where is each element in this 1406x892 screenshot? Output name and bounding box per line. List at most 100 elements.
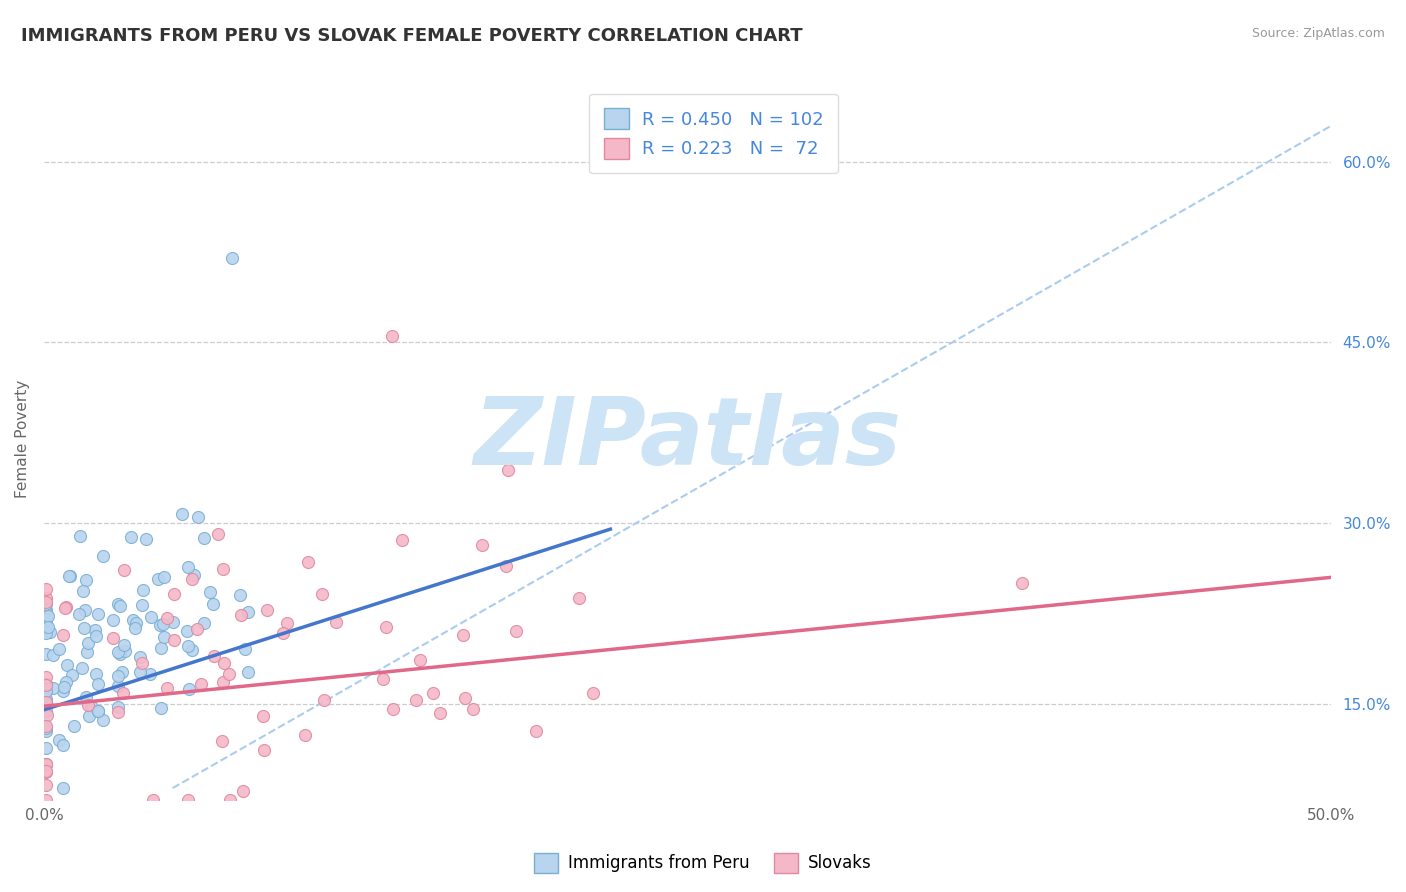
Point [84, 629, 107, 643]
Point [212, 674, 235, 689]
Point [463, 701, 485, 715]
Point [177, 793, 200, 807]
Point [55, 674, 77, 689]
Point [87, 704, 110, 718]
Point [581, 686, 603, 700]
Point [375, 620, 398, 634]
Point [35, 758, 58, 772]
Point [101, 631, 124, 645]
Point [35, 678, 58, 692]
Point [505, 624, 527, 638]
Point [42, 681, 65, 695]
Point [181, 572, 204, 586]
Point [132, 582, 155, 597]
Point [52, 738, 75, 752]
Point [35, 740, 58, 755]
Legend: R = 0.450   N = 102, R = 0.223   N =  72: R = 0.450 N = 102, R = 0.223 N = 72 [589, 94, 838, 173]
Point [62, 719, 84, 733]
Point [55, 600, 77, 615]
Point [273, 626, 295, 640]
Point [42, 648, 65, 663]
Point [35, 617, 58, 632]
Point [107, 645, 129, 659]
Point [52, 680, 75, 694]
Point [177, 639, 200, 653]
Point [380, 329, 402, 343]
Point [163, 587, 186, 601]
Point [128, 649, 150, 664]
Point [91, 713, 114, 727]
Point [495, 559, 517, 574]
Point [69, 529, 91, 543]
Point [524, 723, 547, 738]
Point [84, 623, 107, 637]
Point [187, 510, 209, 524]
Point [236, 665, 259, 679]
Point [233, 641, 256, 656]
Point [35, 582, 58, 596]
Point [101, 613, 124, 627]
Point [72, 584, 94, 599]
Point [297, 555, 319, 569]
Point [60, 668, 83, 682]
Point [451, 628, 474, 642]
Point [75, 603, 97, 617]
Point [172, 507, 194, 521]
Point [35, 707, 58, 722]
Point [35, 764, 58, 779]
Point [35, 597, 58, 611]
Point [77, 636, 100, 650]
Point [35, 694, 58, 708]
Point [252, 709, 274, 723]
Point [35, 625, 58, 640]
Point [454, 690, 477, 705]
Point [35, 719, 58, 733]
Point [75, 690, 97, 704]
Point [76, 644, 98, 658]
Point [149, 641, 172, 656]
Point [107, 699, 129, 714]
Point [35, 692, 58, 706]
Point [311, 587, 333, 601]
Point [91, 549, 114, 563]
Point [110, 599, 132, 613]
Point [152, 569, 174, 583]
Text: IMMIGRANTS FROM PERU VS SLOVAK FEMALE POVERTY CORRELATION CHART: IMMIGRANTS FROM PERU VS SLOVAK FEMALE PO… [21, 27, 803, 45]
Point [75, 573, 97, 587]
Point [128, 665, 150, 680]
Point [212, 656, 235, 670]
Point [163, 632, 186, 647]
Point [429, 706, 451, 720]
Point [48, 642, 70, 657]
Point [35, 721, 58, 735]
Point [112, 563, 135, 577]
Point [202, 648, 225, 663]
Point [125, 616, 148, 631]
Point [496, 463, 519, 477]
Point [76, 698, 98, 712]
Point [156, 681, 179, 695]
Point [373, 672, 395, 686]
Point [177, 559, 200, 574]
Point [193, 531, 215, 545]
Point [232, 784, 254, 798]
Point [229, 608, 252, 623]
Point [294, 728, 316, 742]
Point [67, 607, 90, 621]
Point [135, 533, 157, 547]
Point [190, 677, 212, 691]
Point [35, 723, 58, 738]
Point [35, 704, 58, 718]
Point [186, 623, 208, 637]
Point [35, 793, 58, 807]
Point [1011, 576, 1033, 591]
Point [55, 601, 77, 615]
Point [70, 661, 93, 675]
Point [314, 692, 336, 706]
Point [35, 696, 58, 710]
Point [142, 793, 165, 807]
Point [202, 597, 225, 611]
Point [139, 667, 162, 681]
Point [253, 743, 276, 757]
Point [86, 677, 108, 691]
